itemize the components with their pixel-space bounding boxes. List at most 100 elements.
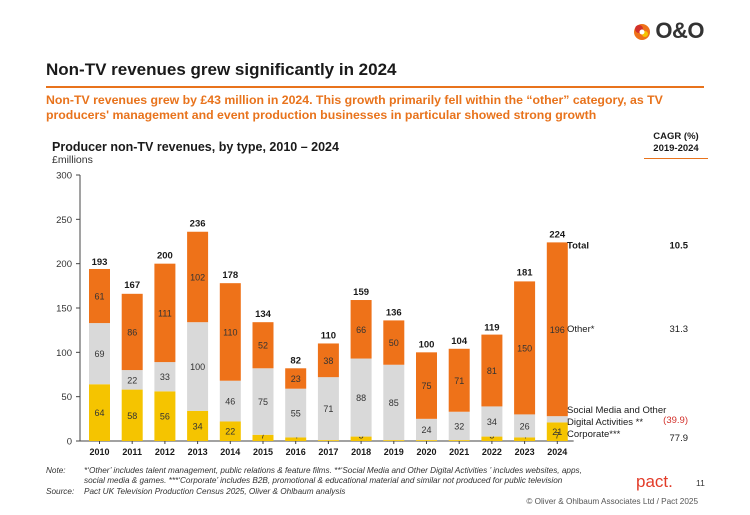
x-tick-label: 2015 — [253, 447, 273, 457]
flame-logo-icon — [634, 24, 651, 40]
cagr-header-line1: CAGR (%) — [653, 131, 699, 142]
data-label: 81 — [487, 366, 497, 376]
bar-segment — [89, 323, 110, 385]
bar-segment — [187, 322, 209, 411]
x-tick-label: 2014 — [220, 447, 240, 457]
bar-segment — [350, 436, 372, 441]
legend-social-media-line1: Social Media and Other — [567, 405, 666, 416]
data-label: 64 — [94, 408, 104, 418]
total-label: 200 — [157, 251, 173, 262]
pact-logo: pact. — [636, 472, 673, 491]
total-label: 193 — [92, 257, 108, 268]
bar-segment — [285, 388, 307, 438]
total-label: 104 — [451, 336, 468, 347]
note-line-2: social media & games. ***‘Corporate’ inc… — [84, 476, 563, 485]
cagr-corporate: 77.9 — [670, 433, 689, 444]
bar-segment — [514, 281, 536, 415]
title-divider — [46, 86, 704, 88]
chart-source: Source: Pact UK Television Production Cen… — [46, 487, 664, 497]
bar-segment — [219, 283, 241, 381]
total-label: 236 — [190, 219, 206, 230]
y-tick-label: 300 — [56, 171, 72, 182]
data-label: 102 — [190, 272, 205, 282]
bar-segment — [317, 440, 339, 441]
total-label: 100 — [419, 339, 435, 350]
cagr-total: 10.5 — [670, 240, 689, 251]
y-tick-label: 250 — [56, 215, 72, 226]
bar-segment — [89, 268, 110, 324]
page-number: 11 — [696, 478, 705, 488]
y-tick-label: 150 — [56, 304, 72, 315]
note-label: Note: — [46, 466, 66, 475]
total-label: 167 — [124, 280, 140, 291]
x-tick-label: 2023 — [515, 447, 535, 457]
bar-segment — [219, 421, 241, 441]
bar-segment — [219, 380, 241, 422]
bar-segment — [317, 343, 339, 378]
bar-segment — [416, 352, 437, 419]
bar-segment — [89, 384, 110, 441]
bar-segment — [546, 416, 568, 423]
bar-segment — [546, 422, 568, 441]
bar-segment — [481, 406, 503, 437]
chart-note: Note: *‘Other’ includes talent management… — [46, 466, 664, 486]
data-label: 26 — [520, 421, 530, 431]
data-label: 52 — [258, 341, 268, 351]
y-tick-label: 0 — [67, 437, 72, 448]
copyright: © Oliver & Ohlbaum Associates Ltd / Pact… — [526, 497, 698, 506]
data-label: 32 — [454, 421, 464, 431]
cagr-other: 31.3 — [670, 324, 689, 335]
data-label: 22 — [127, 375, 137, 385]
data-label: 46 — [225, 397, 235, 407]
data-label: 50 — [389, 338, 399, 348]
data-label: 150 — [517, 343, 532, 353]
bar-segment — [317, 377, 339, 441]
total-label: 119 — [484, 322, 499, 333]
data-label: 7 — [555, 431, 560, 441]
bar-segment — [481, 436, 503, 441]
bar-segment — [416, 418, 437, 441]
bar-segment — [448, 348, 470, 412]
bar-segment — [154, 263, 176, 363]
data-label: 111 — [158, 308, 172, 318]
bar-segment — [416, 440, 437, 441]
data-label: 21 — [552, 427, 562, 437]
oando-logo: O&O — [632, 18, 704, 44]
y-tick-label: 100 — [56, 348, 72, 359]
x-tick-label: 2020 — [416, 447, 436, 457]
bar-segment — [121, 370, 143, 390]
data-label: 34 — [487, 417, 497, 427]
bar-segment — [514, 437, 536, 441]
source-label: Source: — [46, 487, 75, 496]
page-subtitle: Non-TV revenues grew by £43 million in 2… — [46, 93, 663, 122]
bar-segment — [252, 322, 274, 369]
total-label: 159 — [353, 287, 369, 298]
chart-y-unit: £millions — [52, 154, 93, 166]
bar-segment — [285, 368, 307, 389]
data-label: 85 — [389, 398, 399, 408]
data-label: 55 — [291, 409, 301, 419]
x-tick-label: 2017 — [318, 447, 338, 457]
bar-segment — [252, 434, 274, 441]
bar-segment — [448, 440, 470, 441]
total-label: 134 — [255, 309, 272, 320]
source-text: Pact UK Television Production Census 202… — [84, 487, 346, 496]
y-tick-label: 200 — [56, 259, 72, 270]
data-label: 71 — [454, 376, 464, 386]
data-label: 22 — [225, 427, 235, 437]
data-label: 56 — [160, 412, 170, 422]
total-label: 224 — [549, 229, 566, 240]
data-label: 71 — [323, 404, 333, 414]
data-label: 69 — [94, 349, 104, 359]
bar-segment — [481, 334, 503, 407]
bar-segment — [383, 320, 405, 365]
x-tick-label: 2019 — [384, 447, 404, 457]
x-tick-label: 2021 — [449, 447, 469, 457]
bar-segment — [546, 242, 568, 417]
y-tick-label: 50 — [61, 392, 72, 403]
data-label: 23 — [291, 374, 301, 384]
chart-title: Producer non-TV revenues, by type, 2010 … — [52, 140, 339, 154]
logo-text: O&O — [655, 18, 704, 43]
bar-segment — [448, 411, 470, 441]
bar-segment — [514, 414, 536, 438]
